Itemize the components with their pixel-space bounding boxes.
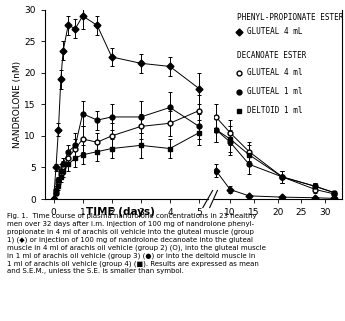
- Text: DECANOATE ESTER: DECANOATE ESTER: [237, 51, 306, 60]
- Text: DELTOID 1 ml: DELTOID 1 ml: [247, 106, 302, 115]
- Text: GLUTEAL 4 mL: GLUTEAL 4 mL: [247, 27, 302, 36]
- Text: GLUTEAL 1 ml: GLUTEAL 1 ml: [247, 87, 302, 96]
- Text: TIME (days): TIME (days): [86, 207, 155, 217]
- Text: Fig. 1.  Time course of plasma nandrolone concentrations in 23 healthy
men over : Fig. 1. Time course of plasma nandrolone…: [7, 213, 266, 274]
- Text: PHENYL-PROPIONATE ESTER: PHENYL-PROPIONATE ESTER: [237, 13, 343, 22]
- Y-axis label: NANDROLONE (nM): NANDROLONE (nM): [12, 61, 21, 148]
- Text: GLUTEAL 4 ml: GLUTEAL 4 ml: [247, 68, 302, 77]
